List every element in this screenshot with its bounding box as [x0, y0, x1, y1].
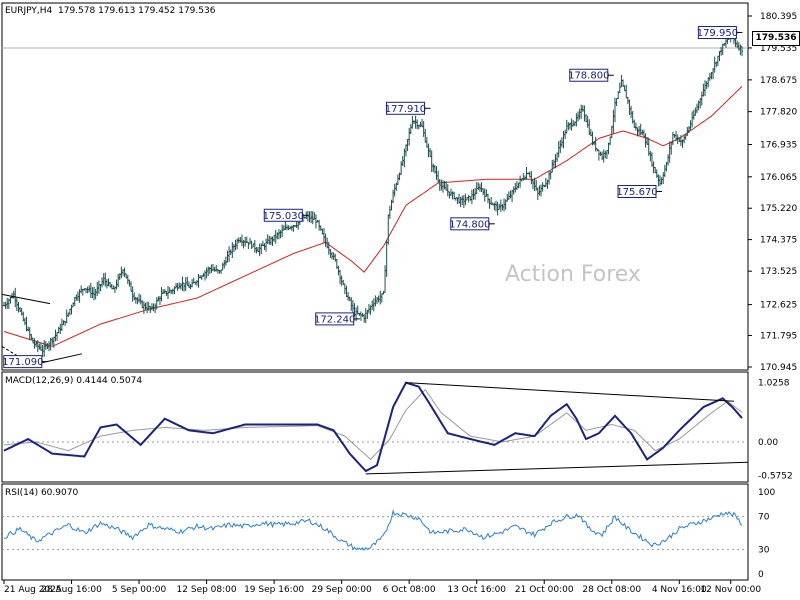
time-axis-label: 6 Oct 08:00: [383, 585, 436, 595]
macd-layer: [3, 381, 749, 475]
rsi-line: [4, 509, 743, 551]
grid-layer: [1, 2, 752, 584]
macd-trendline-upper: [405, 382, 734, 402]
ohlc-values: 179.578 179.613 179.452 179.536: [58, 6, 216, 16]
annotation-box: [385, 101, 425, 115]
time-axis-label: 12 Sep 08:00: [177, 585, 237, 595]
price-axis-label: 170.945: [760, 363, 797, 373]
price-axis-label: 175.220: [760, 204, 797, 214]
price-axis-label: 180.395: [760, 12, 797, 22]
annotation-label: 178.800: [568, 71, 609, 82]
watermark: Action Forex: [505, 262, 641, 287]
time-axis-label: 12 Nov 00:00: [700, 585, 761, 595]
trendline-upper: [1, 293, 51, 305]
rsi-axis-label: 70: [758, 513, 770, 523]
annotation-box: [3, 355, 43, 369]
chart-header: EURJPY,H4 179.578 179.613 179.452 179.53…: [5, 6, 215, 16]
annotation-box: [617, 185, 657, 198]
rsi-axis-label: 30: [758, 545, 770, 555]
annotation-label: 179.950: [697, 28, 738, 39]
macd-axis-label: -0.5752: [758, 471, 793, 481]
price-axis-label: 177.820: [760, 108, 797, 118]
price-axis-label: 178.675: [760, 76, 797, 86]
macd-title: MACD(12,26,9) 0.4144 0.5074: [5, 376, 143, 386]
annotation-label: 171.090: [2, 357, 43, 368]
macd-line: [3, 381, 743, 473]
current-price-tag: 179.536: [752, 31, 800, 46]
pane-frame-2: [1, 371, 749, 483]
annotation-label: 175.670: [616, 187, 657, 198]
macd-axis-label: 0.00: [758, 438, 778, 448]
rsi-axis-label: 100: [758, 488, 775, 498]
price-axis-label: 174.375: [760, 236, 797, 246]
time-axis-label: 29 Sep 00:00: [312, 585, 372, 595]
time-axis-label: 4 Nov 16:00: [652, 585, 707, 595]
time-axis-label: 28 Aug 16:00: [41, 585, 102, 595]
time-axis-label: 21 Aug 2025: [4, 585, 62, 595]
time-axis-label: 21 Oct 00:00: [515, 585, 574, 595]
macd-axis-label: 1.0258: [758, 378, 790, 388]
rsi-layer: [4, 509, 743, 551]
annotation-label: 175.030: [263, 211, 304, 222]
rsi-title: RSI(14) 60.9070: [5, 488, 79, 498]
signal-line: [3, 388, 743, 461]
pane-frame-3: [1, 483, 749, 581]
time-axis-label: 19 Sep 16:00: [244, 585, 304, 595]
time-axis-label: 28 Oct 08:00: [582, 585, 641, 595]
annotation-label: 172.240: [314, 314, 355, 325]
annotation-box: [697, 26, 737, 40]
label-layer: 170.945 171.795 172.625 173.525 174.375 175.2…: [1, 12, 797, 595]
rsi-axis-label: 0: [758, 570, 764, 580]
candlestick-layer: [2, 31, 744, 357]
moving-average-layer: [3, 86, 743, 347]
price-axis-label: 172.625: [760, 301, 797, 311]
ma-line: [3, 86, 743, 347]
price-axis-label: 176.065: [760, 173, 797, 183]
annotation-box: [569, 68, 609, 82]
symbol-label: EURJPY,H4: [5, 6, 53, 16]
annotation-label: 177.910: [385, 104, 426, 115]
annotation-label: 174.800: [449, 219, 490, 230]
pane-frame-1: [1, 2, 749, 371]
time-axis-label: 5 Sep 00:00: [112, 585, 167, 595]
price-axis-label: 176.935: [760, 141, 797, 151]
price-axis-label: 171.795: [760, 331, 797, 341]
price-axis-label: 173.525: [760, 267, 797, 277]
annotation-box: [450, 217, 490, 231]
macd-trendline-lower: [365, 461, 749, 475]
annotation-box: [315, 312, 355, 326]
time-axis-label: 13 Oct 16:00: [447, 585, 506, 595]
annotation-box: [263, 208, 303, 222]
price-axis-label: 179.535: [760, 44, 797, 54]
